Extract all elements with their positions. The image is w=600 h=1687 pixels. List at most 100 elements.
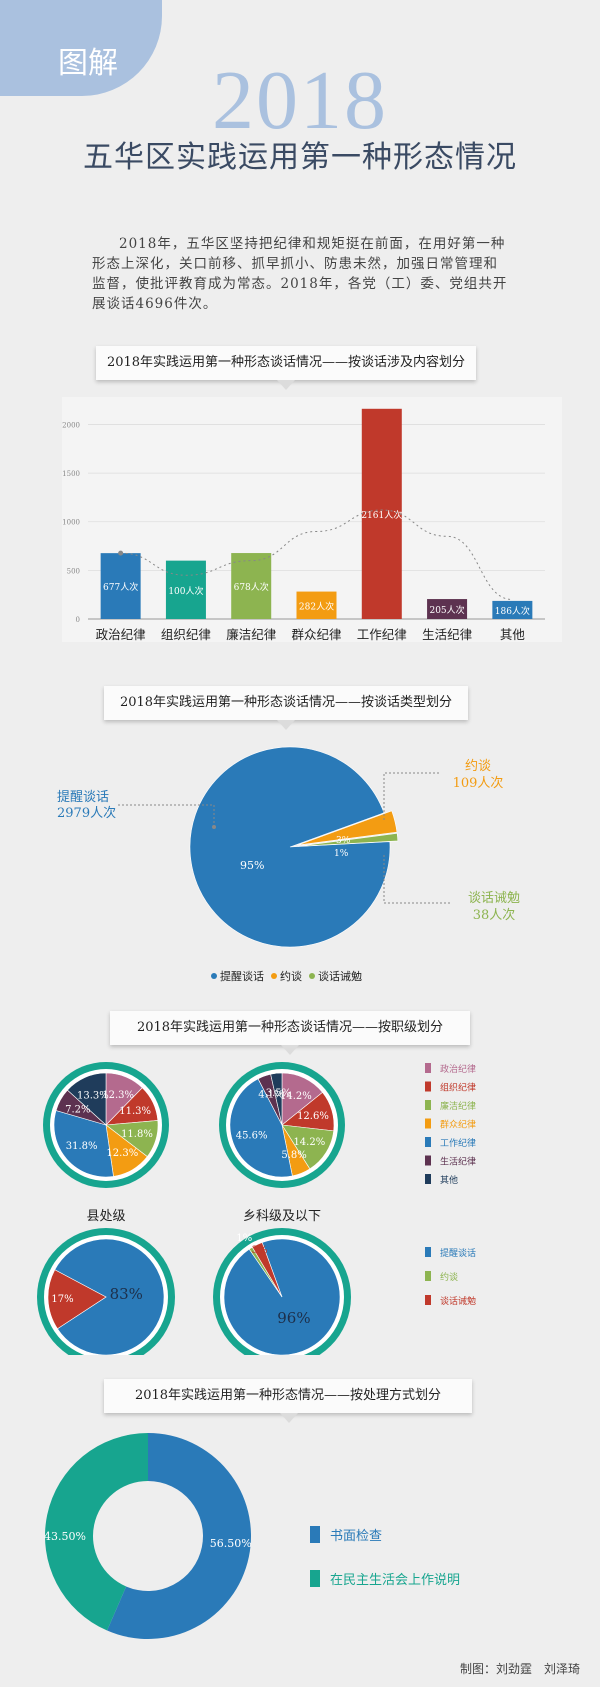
rank-type-legend-label: 提醒谈话: [440, 1247, 476, 1259]
type-legend-label: 提醒谈话: [220, 970, 264, 983]
rank-legend-label: 政治纪律: [440, 1063, 476, 1075]
rank-pie-percent-label: 12.6%: [297, 1111, 329, 1122]
rank-pie-percent-label: 13.3%: [77, 1091, 109, 1102]
rank-legend-swatch: [425, 1100, 431, 1110]
bar-ytick-label: 500: [67, 567, 80, 575]
rank-type-legend-label: 约谈: [440, 1271, 458, 1283]
rank-pie-percent-label: 3.5%: [266, 1088, 291, 1099]
bar-data-label: 2161人次: [361, 509, 402, 521]
type-percent-label: 95%: [240, 859, 264, 872]
bar-category-label: 生活纪律: [422, 627, 472, 642]
type-legend-dot: [309, 973, 315, 979]
type-callout-value: 38人次: [473, 907, 516, 923]
type-callout-value: 2979人次: [57, 805, 116, 821]
rank-legend-swatch: [425, 1137, 431, 1147]
rank-pie-3-slice: [54, 1238, 165, 1355]
bar-3: [231, 553, 272, 619]
bar-ytick-label: 2000: [62, 421, 80, 429]
rank-legend-label: 廉洁纪律: [440, 1100, 476, 1112]
bar-ytick-label: 0: [76, 616, 80, 624]
type-percent-label: 3%: [336, 836, 351, 846]
bar-data-label: 205人次: [429, 604, 464, 616]
donut-legend-swatch: [310, 1570, 320, 1587]
rank-pie-2-slice: [229, 1078, 293, 1178]
type-legend-dot: [211, 973, 217, 979]
bar-title-pointer: [277, 380, 295, 390]
rank-legend-swatch: [425, 1174, 431, 1184]
type-callout-name: 约谈: [465, 759, 491, 774]
type-slice-group: [189, 746, 391, 948]
bar-6: [427, 599, 468, 619]
rank-legend-label: 群众纪律: [440, 1119, 476, 1131]
rank-pie-percent-label: 96%: [277, 1309, 310, 1327]
rank-pie-percent-label: 14.2%: [293, 1137, 325, 1148]
rank-legend-swatch: [425, 1118, 431, 1129]
type-legend-label: 谈话诫勉: [318, 969, 362, 983]
rank-type-legend-swatch: [425, 1271, 431, 1281]
rank-pie-1-slice: [53, 1110, 114, 1178]
rank-pie-percent-label: 7.2%: [65, 1104, 90, 1115]
bar-category-label: 其他: [500, 627, 526, 642]
donut-legend-label: 在民主生活会上作说明: [330, 1573, 460, 1588]
rank-pie-percent-label: 5.8%: [281, 1150, 306, 1161]
rank-type-legend-swatch: [425, 1295, 431, 1305]
type-callout-line: [383, 855, 452, 904]
rank-legend-label: 生活纪律: [440, 1156, 476, 1168]
type-title-pointer: [277, 720, 295, 730]
type-callout-line: [383, 772, 440, 820]
bar-trend-point: [118, 550, 124, 556]
bar-ytick-label: 1500: [62, 470, 80, 478]
page-year: 2018: [212, 54, 388, 147]
bar-data-label: 677人次: [103, 581, 138, 593]
rank-legend-label: 组织纪律: [440, 1082, 476, 1094]
bar-category-label: 政治纪律: [96, 627, 146, 642]
rank-pie-charts: 12.3% 11.3% 11.8% 12.3% 31.8% 7.2% 13.3% 14.2% 1…: [37, 1062, 476, 1355]
method-title-pointer: [280, 1413, 298, 1423]
rank-pie-percent-label: 12.3%: [102, 1090, 134, 1101]
intro-paragraph: 2018年，五华区坚持把纪律和规矩挺在前面，在用好第一种形态上深化，关口前移、抓…: [92, 236, 508, 312]
rank-pie-caption: 县处级: [86, 1209, 125, 1224]
donut-legend-label: 书面检查: [330, 1529, 382, 1544]
rank-pie-percent-label: 17%: [51, 1294, 73, 1305]
type-percent-label: 1%: [334, 849, 349, 859]
bar-data-label: 282人次: [299, 600, 334, 612]
page-title: 五华区实践运用第一种形态情况: [83, 140, 517, 175]
rank-title-pointer: [281, 1045, 299, 1055]
rank-pie-percent-label: 11.3%: [119, 1106, 151, 1117]
rank-pie-percent-label: 11.8%: [121, 1129, 153, 1140]
bar-5: [361, 408, 402, 619]
type-callout-name: 提醒谈话: [57, 789, 109, 805]
rank-pie-percent-label: 31.8%: [66, 1141, 98, 1152]
rank-legend-swatch: [425, 1155, 431, 1166]
rank-type-legend-swatch: [425, 1247, 431, 1257]
type-legend-dot: [271, 973, 277, 979]
rank-pie-caption: 乡科级及以下: [243, 1209, 321, 1224]
bar-category-label: 工作纪律: [357, 627, 407, 642]
type-callout-line: [118, 804, 215, 827]
rank-pie-4-slice: [251, 1242, 283, 1298]
bar-data-label: 186人次: [495, 605, 530, 617]
bar-category-label: 群众纪律: [291, 627, 341, 642]
type-callout-name: 谈话诫勉: [468, 891, 520, 906]
rank-pie-percent-label: 1%: [236, 1233, 252, 1244]
bar-1: [100, 553, 141, 619]
donut-legend-swatch: [310, 1526, 320, 1543]
rank-pies-title: 2018年实践运用第一种形态谈话情况——按职级划分: [110, 1011, 470, 1045]
type-slice-group: [297, 810, 398, 846]
type-pie-title: 2018年实践运用第一种形态谈话情况——按谈话类型划分: [104, 686, 468, 720]
rank-legend-swatch: [425, 1063, 431, 1073]
type-slice-group: [297, 832, 399, 847]
type-slice-3: [297, 832, 399, 847]
donut-slice-1: [107, 1433, 251, 1639]
rank-pie-percent-label: 45.6%: [236, 1131, 268, 1142]
bar-data-label: 678人次: [234, 581, 269, 593]
rank-pie-2-slice: [270, 1072, 283, 1126]
rank-legend-swatch: [425, 1081, 431, 1092]
bar-category-label: 廉洁纪律: [226, 627, 276, 642]
bar-category-label: 组织纪律: [161, 627, 211, 642]
bar-trendline: [120, 509, 513, 601]
credit-line: 制图：刘劲霆 刘泽琦: [459, 1662, 580, 1676]
